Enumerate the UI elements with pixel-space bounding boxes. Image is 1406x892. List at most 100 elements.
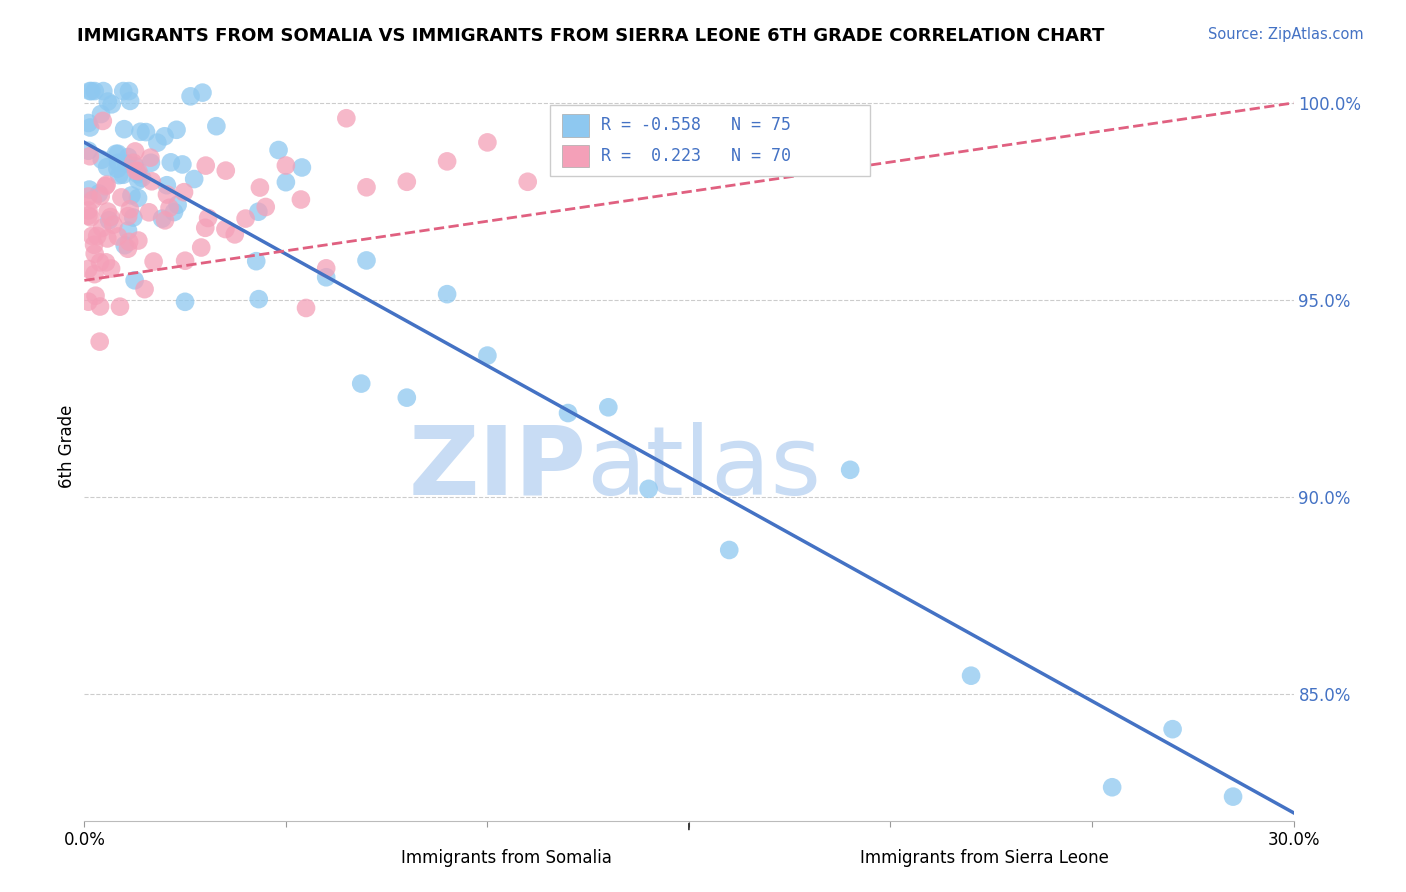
Point [83, 237, 105, 252]
Point [436, 287, 458, 301]
Point [77, 262, 100, 277]
Text: atlas: atlas [586, 422, 821, 515]
Point [224, 227, 246, 242]
Point [124, 159, 146, 173]
Y-axis label: 6th Grade: 6th Grade [58, 404, 76, 488]
Point [91, 114, 114, 128]
Point [127, 173, 149, 187]
Point [190, 240, 212, 254]
Point [80, 84, 103, 98]
Point [77, 144, 100, 158]
Point [142, 254, 165, 268]
Point [90, 189, 112, 203]
Bar [562, 114, 589, 136]
Point [557, 406, 579, 420]
Point [205, 119, 228, 133]
Point [91, 221, 114, 235]
Point [839, 463, 862, 477]
Point [124, 145, 146, 159]
Point [79, 84, 101, 98]
Point [77, 294, 100, 309]
Point [174, 253, 197, 268]
Text: R =  0.223   N = 70: R = 0.223 N = 70 [600, 147, 790, 165]
Point [115, 156, 138, 170]
Point [100, 261, 122, 276]
Point [89, 334, 111, 349]
Point [1161, 722, 1184, 736]
Point [89, 300, 111, 314]
Point [98, 213, 121, 227]
Point [214, 222, 236, 236]
Point [153, 129, 176, 144]
Point [83, 246, 105, 260]
Point [247, 292, 270, 306]
Point [356, 253, 378, 268]
Point [235, 211, 257, 226]
Point [77, 189, 100, 203]
Point [127, 191, 149, 205]
Point [86, 229, 108, 244]
Point [194, 159, 217, 173]
Text: Source: ZipAtlas.com: Source: ZipAtlas.com [1208, 27, 1364, 42]
Point [108, 300, 131, 314]
Point [249, 180, 271, 194]
Point [718, 543, 741, 558]
Point [127, 234, 149, 248]
Point [100, 210, 122, 224]
Point [129, 125, 152, 139]
Point [315, 261, 337, 276]
Point [335, 112, 357, 126]
Point [135, 125, 157, 139]
Point [122, 155, 145, 169]
Point [194, 220, 217, 235]
FancyBboxPatch shape [550, 105, 870, 177]
Text: Immigrants from Somalia: Immigrants from Somalia [401, 849, 612, 867]
Point [166, 198, 188, 212]
Point [159, 201, 181, 215]
Point [77, 116, 100, 130]
Point [108, 168, 131, 182]
Point [290, 193, 312, 207]
Point [79, 183, 101, 197]
Point [267, 143, 290, 157]
Point [247, 204, 270, 219]
Point [477, 136, 499, 150]
Point [120, 188, 142, 202]
Point [77, 203, 100, 218]
Point [107, 229, 129, 244]
Point [159, 155, 181, 169]
Point [100, 97, 122, 112]
Point [89, 255, 111, 269]
Point [274, 175, 297, 189]
Point [356, 180, 378, 194]
Point [93, 84, 115, 98]
Point [146, 136, 169, 150]
Point [107, 155, 129, 169]
Point [83, 84, 105, 98]
Point [197, 211, 219, 225]
Point [103, 218, 125, 232]
Point [134, 282, 156, 296]
Point [112, 122, 135, 136]
Text: IMMIGRANTS FROM SOMALIA VS IMMIGRANTS FROM SIERRA LEONE 6TH GRADE CORRELATION CH: IMMIGRANTS FROM SOMALIA VS IMMIGRANTS FR… [77, 27, 1105, 45]
Point [117, 209, 139, 223]
Point [395, 391, 418, 405]
Point [180, 89, 202, 103]
Point [166, 123, 188, 137]
Point [94, 179, 117, 194]
Point [110, 190, 132, 204]
Point [127, 167, 149, 181]
Point [153, 213, 176, 227]
Point [315, 270, 337, 285]
Point [77, 209, 100, 223]
Point [111, 168, 134, 182]
Point [172, 157, 194, 171]
Point [114, 238, 136, 252]
Point [90, 153, 112, 167]
Point [96, 160, 118, 174]
Point [295, 301, 318, 315]
Point [183, 172, 205, 186]
Point [150, 211, 173, 226]
Point [127, 164, 149, 178]
Point [80, 228, 103, 243]
